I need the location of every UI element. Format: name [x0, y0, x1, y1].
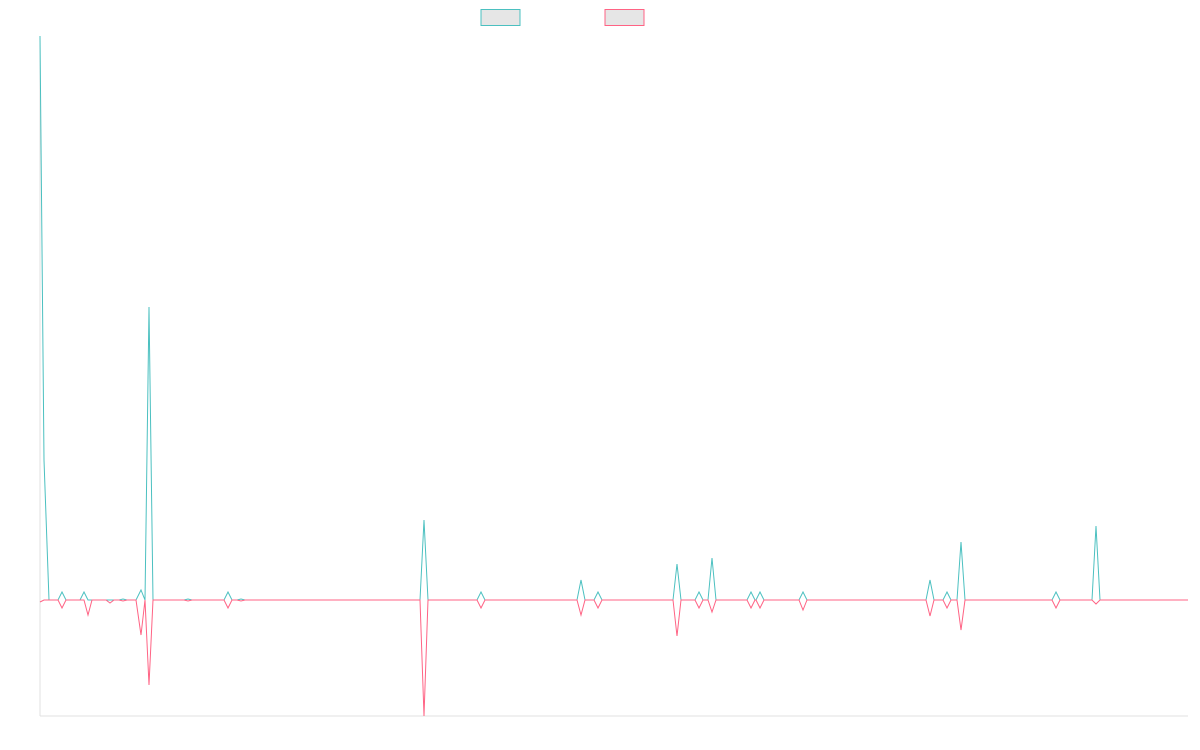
legend-swatch: [480, 9, 521, 26]
line-series: [39, 35, 1188, 601]
legend-swatch: [604, 9, 645, 26]
line-series: [39, 599, 1188, 717]
